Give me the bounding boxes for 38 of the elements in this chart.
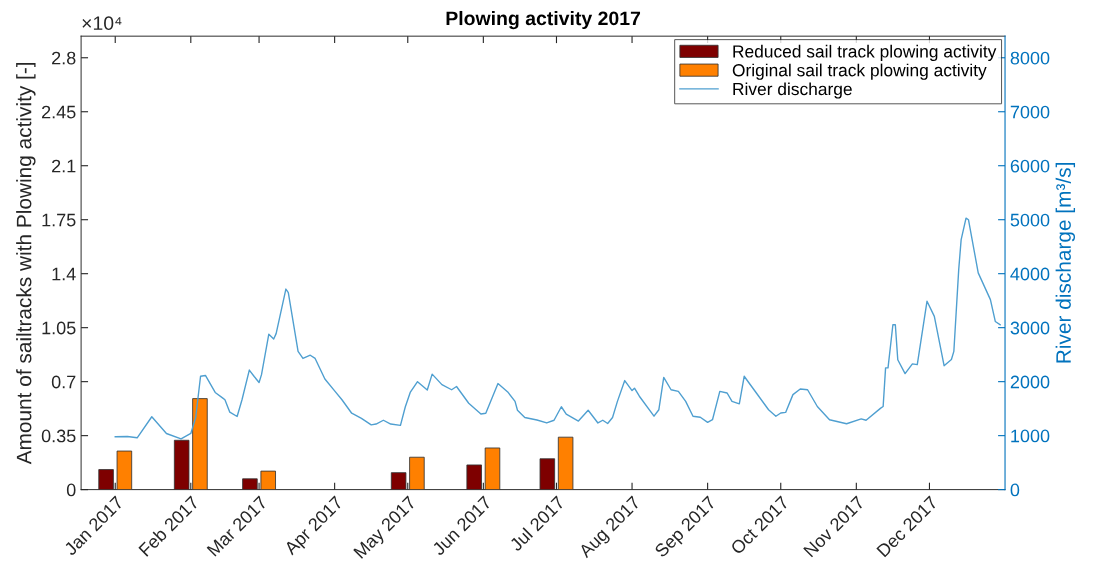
bar — [192, 398, 208, 490]
y-tick-label: 0.35 — [41, 429, 76, 443]
y2-tick-label: 5000 — [1010, 213, 1050, 227]
y-tick-label: 2.45 — [42, 105, 76, 119]
bar — [390, 472, 407, 490]
y-axis-title: Amount of sailtracks with Plowing activity [-] — [16, 62, 36, 465]
y-tick-label: 1.75 — [42, 213, 76, 227]
legend-label: Reduced sail track plowing activity — [733, 44, 997, 62]
y-tick-label: 1.4 — [52, 267, 76, 281]
y2-tick-label: 6000 — [1010, 159, 1050, 173]
bar — [260, 470, 276, 490]
y2-tick-label: 7000 — [1010, 105, 1050, 119]
y2-tick-label: 3000 — [1010, 321, 1050, 335]
y-tick-label: 1.05 — [42, 321, 76, 335]
bar — [242, 478, 258, 490]
bar — [173, 439, 190, 490]
bar — [466, 464, 482, 490]
y-tick-label: 0.7 — [51, 375, 76, 389]
y-tick-label: 0 — [66, 483, 76, 497]
y-tick-label: 2.8 — [52, 51, 76, 65]
y2-tick-label: 0 — [1010, 483, 1020, 497]
y2-tick-label: 2000 — [1010, 375, 1050, 389]
bar — [409, 456, 425, 490]
legend-label: River discharge — [733, 82, 852, 99]
line-series — [114, 217, 1001, 440]
bar — [557, 436, 574, 490]
chart-title: Plowing activity 2017 — [446, 10, 641, 30]
y2-tick-label: 8000 — [1010, 51, 1050, 65]
bar — [116, 450, 133, 490]
y2-axis-title: River discharge [m³/s] — [1055, 163, 1076, 363]
y2-tick-label: 4000 — [1010, 267, 1050, 281]
bar — [98, 469, 114, 490]
legend-label: Original sail track plowing activity — [732, 63, 987, 80]
y2-tick-label: 1000 — [1011, 429, 1050, 443]
bar — [539, 458, 556, 490]
text: ×10⁴ — [82, 16, 122, 31]
bar — [484, 447, 501, 490]
y-tick-label: 2.1 — [52, 159, 76, 173]
